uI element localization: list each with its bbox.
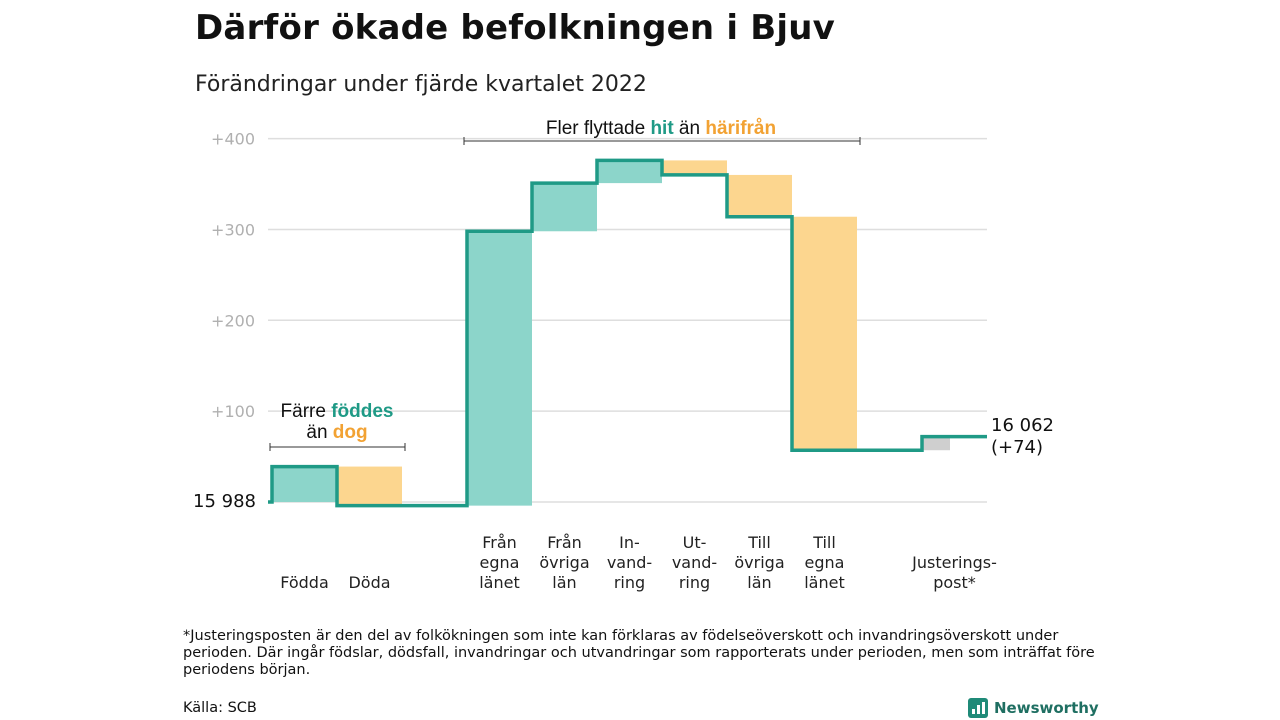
annotation-segment: dog bbox=[333, 422, 368, 443]
annotation-segment: härifrån bbox=[705, 118, 776, 139]
category-label: Till bbox=[812, 533, 836, 552]
bar-invandring bbox=[597, 160, 662, 184]
bar-doda bbox=[337, 466, 402, 506]
bar-till-egna-lanet bbox=[792, 216, 857, 451]
bar-till-ovriga-lan bbox=[727, 174, 792, 217]
cumulative-path bbox=[268, 158, 987, 508]
chart-subtitle: Förändringar under fjärde kvartalet 2022 bbox=[195, 72, 647, 97]
category-label: Födda bbox=[280, 573, 329, 592]
y-tick-label: +100 bbox=[211, 402, 255, 421]
annotation-segment: Färre bbox=[281, 401, 332, 422]
brand-logo: Newsworthy bbox=[968, 697, 1099, 719]
bar-fodda bbox=[272, 466, 337, 502]
end-value-label: 16 062 bbox=[991, 415, 1054, 436]
chart-title: Därför ökade befolkningen i Bjuv bbox=[195, 8, 835, 48]
category-label: Till bbox=[747, 533, 771, 552]
category-label: Döda bbox=[348, 573, 390, 592]
bar-fran-egna-lanet bbox=[467, 231, 532, 506]
category-label: ring bbox=[614, 573, 645, 592]
end-change-label: (+74) bbox=[991, 437, 1043, 458]
category-label: Ut- bbox=[683, 533, 707, 552]
y-tick-label: +400 bbox=[211, 130, 255, 149]
category-label: ring bbox=[679, 573, 710, 592]
category-label: länet bbox=[479, 573, 520, 592]
bar-chart-icon bbox=[968, 698, 988, 718]
category-label: övriga bbox=[734, 553, 784, 572]
category-label: län bbox=[747, 573, 771, 592]
category-label: övriga bbox=[539, 553, 589, 572]
annotation-segment: Fler flyttade bbox=[546, 118, 651, 139]
category-label: post* bbox=[933, 573, 976, 592]
bars bbox=[272, 160, 950, 506]
annotation-segment: föddes bbox=[331, 401, 393, 422]
category-label: egna bbox=[805, 553, 845, 572]
annotation-natural: Färre föddes bbox=[281, 401, 394, 422]
category-label: Från bbox=[547, 533, 582, 552]
source-note: Källa: SCB bbox=[183, 700, 257, 716]
annotation-segment: än bbox=[674, 118, 706, 139]
cumulative-line bbox=[268, 158, 987, 508]
y-tick-label: +200 bbox=[211, 311, 255, 330]
category-label: vand- bbox=[672, 553, 717, 572]
bar-utvandring bbox=[662, 160, 727, 175]
start-value-label: 15 988 bbox=[193, 491, 256, 512]
annotation-segment: än bbox=[306, 422, 332, 443]
category-label: Från bbox=[482, 533, 517, 552]
y-tick-label: +300 bbox=[211, 220, 255, 239]
bar-fran-ovriga-lan bbox=[532, 183, 597, 232]
annotation-migration: Fler flyttade hit än härifrån bbox=[546, 118, 776, 139]
category-label: egna bbox=[480, 553, 520, 572]
annotation-segment: hit bbox=[650, 118, 674, 139]
category-label: Justerings- bbox=[911, 553, 997, 572]
footnote: *Justeringsposten är den del av folkökni… bbox=[183, 628, 1095, 678]
category-label: vand- bbox=[607, 553, 652, 572]
category-label: länet bbox=[804, 573, 845, 592]
annotation-natural: än dog bbox=[306, 422, 367, 443]
logo-text: Newsworthy bbox=[994, 699, 1099, 717]
category-label: In- bbox=[619, 533, 640, 552]
category-label: län bbox=[552, 573, 576, 592]
bar-justeringspost bbox=[922, 436, 950, 451]
